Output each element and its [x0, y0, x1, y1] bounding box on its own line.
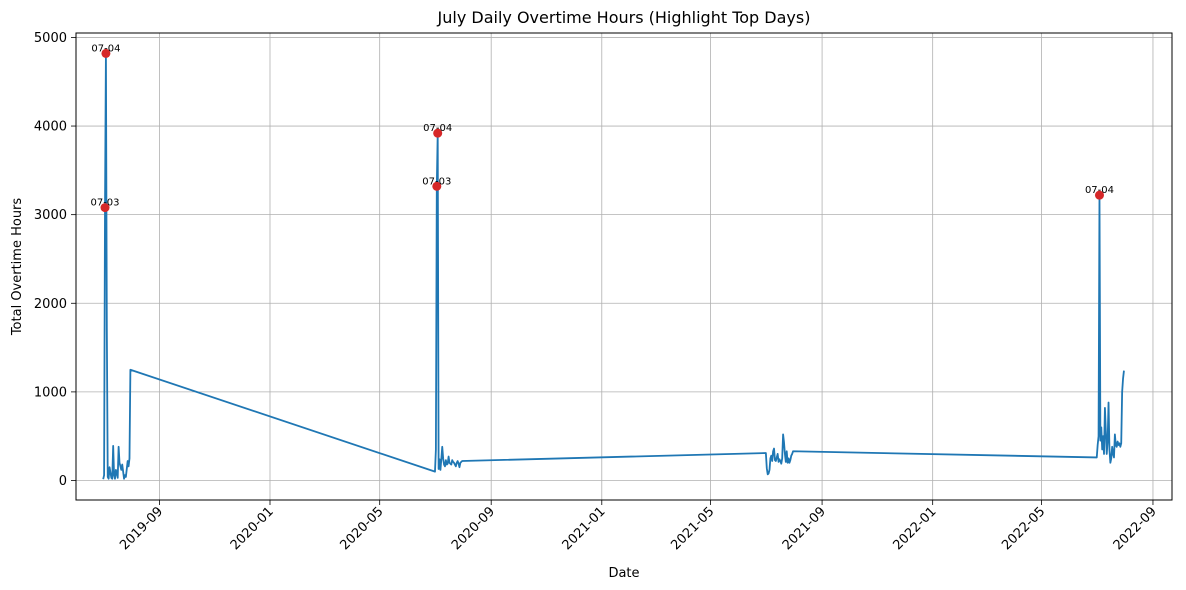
highlight-point — [100, 203, 110, 213]
y-axis-title: Total Overtime Hours — [10, 198, 25, 337]
y-tick-label: 0 — [59, 474, 67, 489]
highlight-label: 07-03 — [422, 176, 451, 187]
gridlines — [76, 33, 1172, 500]
highlight-layer: 07-03 07-04 07-03 07-04 07-04 — [90, 43, 1114, 213]
x-axis-title: Date — [608, 566, 639, 581]
chart-title: July Daily Overtime Hours (Highlight Top… — [437, 8, 811, 27]
highlight-label: 07-04 — [1085, 185, 1114, 196]
highlight-point — [1094, 190, 1104, 200]
y-axis-ticks: 0 1000 2000 3000 4000 5000 — [34, 31, 76, 489]
y-tick-label: 2000 — [34, 297, 67, 312]
series-layer — [102, 52, 1125, 480]
y-tick-label: 3000 — [34, 208, 67, 223]
y-tick-label: 4000 — [34, 120, 67, 135]
highlight-point — [432, 181, 442, 191]
highlight-point — [433, 128, 443, 138]
y-tick-label: 5000 — [34, 31, 67, 46]
plot-frame — [75, 32, 1173, 501]
highlight-label: 07-04 — [91, 43, 120, 54]
highlight-label: 07-04 — [423, 123, 452, 134]
series-line — [102, 52, 1125, 480]
highlight-label: 07-03 — [90, 198, 119, 209]
y-tick-label: 1000 — [34, 385, 67, 400]
highlight-point — [101, 48, 111, 58]
